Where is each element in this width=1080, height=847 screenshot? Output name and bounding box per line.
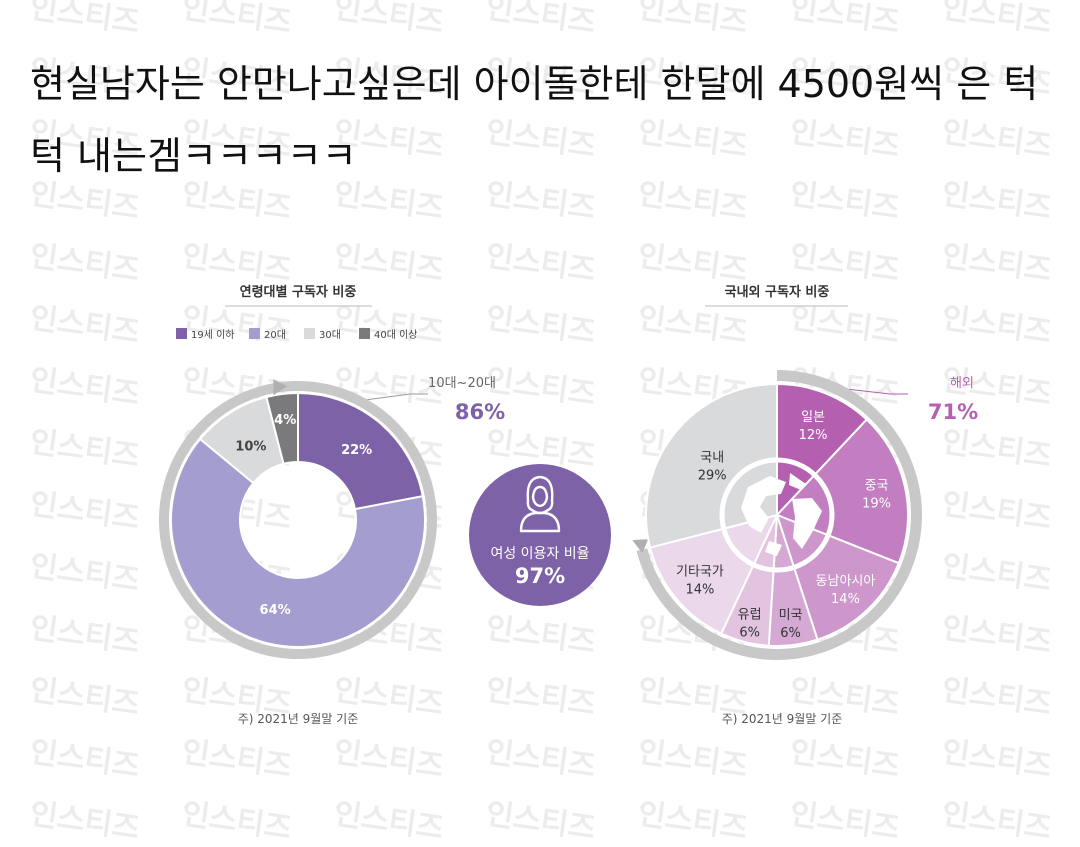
subscriber-charts: 연령대별 구독자 비중 19세 이하 20대 30대 40대 이상 22% 64% 10%… <box>159 284 978 726</box>
badge-circle <box>469 464 611 606</box>
region-slice-name: 기타국가 <box>676 565 724 580</box>
age-chart-legend: 19세 이하 20대 30대 40대 이상 <box>176 328 418 341</box>
region-slice-6 <box>648 513 779 635</box>
region-arc-arrow <box>632 539 649 554</box>
region-slice-value: 14% <box>685 583 714 598</box>
age-arc-band-teens <box>298 381 435 496</box>
region-annotation-value: 71% <box>928 400 978 424</box>
globe-icon <box>719 457 835 573</box>
female-ratio-badge: 여성 이용자 비율 97% <box>469 464 611 606</box>
post-headline: 현실남자는 안만나고싶은데 아이돌한테 한달에 4500원씩 은 턱턱 내는겜ㅋ… <box>30 62 1039 178</box>
badge-value: 97% <box>515 564 565 588</box>
age-annotation-connector <box>367 393 428 401</box>
region-slice-name: 동남아시아 <box>816 574 876 589</box>
region-annotation-label: 해외 <box>950 376 974 391</box>
age-chart: 연령대별 구독자 비중 19세 이하 20대 30대 40대 이상 22% 64% 10%… <box>159 284 505 726</box>
age-slice-label: 4% <box>274 413 296 428</box>
region-slice-name: 일본 <box>801 410 825 425</box>
age-slice-4 <box>265 391 299 466</box>
region-slice-value: 19% <box>862 497 891 512</box>
region-chart: 국내외 구독자 비중 일본 12% 중국 19% 동남아시아 14% 미국 6% 유럽 6% 기타국… <box>632 284 978 726</box>
woman-icon <box>519 475 561 533</box>
age-chart-title: 연령대별 구독자 비중 <box>240 284 357 300</box>
region-slice-value: 6% <box>739 626 760 641</box>
age-slice-label: 22% <box>341 443 372 458</box>
legend-swatch <box>176 328 187 339</box>
age-slice-2 <box>170 437 426 648</box>
region-slice-name: 유럽 <box>738 608 762 623</box>
legend-label: 30대 <box>319 329 341 341</box>
region-annotation-connector <box>849 388 908 395</box>
legend-swatch <box>359 328 370 339</box>
region-slice-value: 6% <box>780 626 801 641</box>
legend-swatch <box>249 328 260 339</box>
age-chart-arc-band <box>159 379 437 659</box>
age-chart-pie: 22% 64% 10% 4% <box>170 391 426 648</box>
legend-label: 40대 이상 <box>374 329 418 341</box>
legend-swatch <box>304 328 315 339</box>
region-slice-value: 29% <box>698 469 727 484</box>
legend-label: 19세 이하 <box>191 328 235 341</box>
age-arc-arrow <box>273 379 288 396</box>
region-slice-name: 중국 <box>865 479 889 494</box>
region-slice-name: 미국 <box>779 608 803 623</box>
age-slice-label: 10% <box>235 440 266 455</box>
region-chart-title: 국내외 구독자 비중 <box>725 284 830 300</box>
region-chart-arc-band <box>632 370 922 661</box>
age-chart-footnote: 주) 2021년 9월말 기준 <box>238 712 359 726</box>
age-slice-1 <box>297 391 424 511</box>
age-annotation-value: 86% <box>455 400 505 424</box>
region-chart-footnote: 주) 2021년 9월말 기준 <box>722 712 843 726</box>
age-annotation-label: 10대~20대 <box>428 376 496 391</box>
legend-label: 20대 <box>264 329 286 341</box>
region-slice-value: 14% <box>831 592 860 607</box>
region-chart-pie: 일본 12% 중국 19% 동남아시아 14% 미국 6% 유럽 6% 기타국가 14% 국내 29% <box>645 382 909 647</box>
region-slice-name: 국내 <box>700 451 724 466</box>
badge-label: 여성 이용자 비율 <box>490 546 589 562</box>
region-slice-value: 12% <box>799 428 828 443</box>
age-slice-label: 64% <box>260 603 291 618</box>
